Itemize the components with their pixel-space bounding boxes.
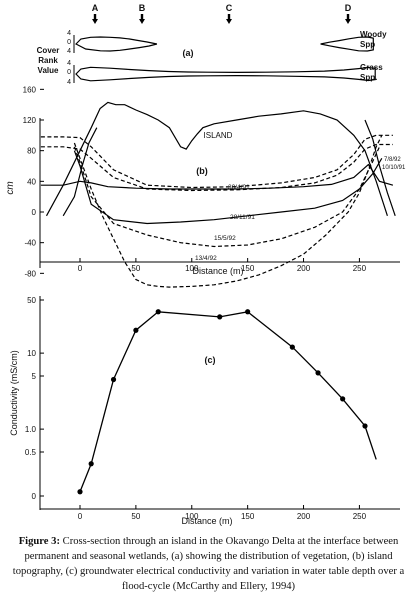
conductivity-point-0: [77, 489, 83, 495]
conductivity-point-4: [155, 309, 161, 315]
woody-tick-mid: 0: [67, 39, 71, 46]
panel-c-xtick-label-5: 250: [353, 512, 367, 521]
marker-arrow-head-c: [226, 19, 232, 24]
panel-b-line-6: [73, 135, 383, 288]
panel-c-xtick-label-3: 150: [241, 512, 255, 521]
panel-b-xtick-label-4: 200: [297, 264, 311, 273]
panel-b-xtick-label-3: 150: [241, 264, 255, 273]
conductivity-point-5: [217, 314, 223, 320]
panel-b-series-label-0: ISLAND: [204, 131, 233, 140]
panel-b-ground-edge-0: [62, 127, 98, 217]
panel-b-line-4: [73, 150, 383, 225]
conductivity-point-1: [88, 461, 94, 467]
panel-c-ytick-label-5: 0: [32, 492, 37, 501]
woody-label-1: Woody: [360, 30, 387, 39]
figure-caption: Figure 3: Cross-section through an islan…: [6, 534, 411, 594]
panel-a-label: (a): [183, 48, 194, 58]
caption-text: Cross-section through an island in the O…: [12, 536, 405, 592]
conductivity-point-7: [289, 344, 295, 350]
cover-label-1: Cover: [37, 46, 60, 55]
conductivity-line: [79, 311, 377, 492]
grass-label-2: Spp.: [360, 73, 377, 82]
panel-b-line-0: [45, 101, 388, 217]
panel-b-series-label-4: 28/11/91: [230, 214, 255, 221]
panel-b-xtick-label-2: 100: [185, 264, 199, 273]
conductivity-point-8: [315, 370, 321, 376]
panel-b-xtick-label-5: 250: [353, 264, 367, 273]
panel-c-xtick-label-2: 100: [185, 512, 199, 521]
panel-b-ylabel: cm: [5, 181, 16, 194]
woody-tick-top: 4: [67, 30, 71, 37]
marker-arrow-head-b: [139, 19, 145, 24]
woody-tick-bot: 4: [67, 48, 71, 55]
panel-b-ytick-label-3: 40: [27, 177, 36, 186]
woody-label-2: Spp: [360, 40, 375, 49]
panel-b-ytick-label-1: 120: [23, 116, 37, 125]
panel-c-xtick-label-0: 0: [78, 512, 83, 521]
marker-label-c: C: [226, 3, 233, 13]
panel-b-xtick-label-0: 0: [78, 264, 83, 273]
panel-b-series-label-1: 7/8/92: [384, 157, 401, 163]
panel-c-xtick-label-1: 50: [131, 512, 140, 521]
panel-b-series-label-2: 10/10/91: [382, 165, 406, 171]
vegetation-shape-1-0: [75, 66, 376, 82]
vegetation-shape-0-1: [320, 36, 374, 52]
conductivity-point-6: [245, 309, 251, 315]
panel-c-label: (c): [205, 355, 216, 365]
panel-b-series-label-6: 13/4/92: [195, 255, 217, 262]
panel-b-series-label-3: 30/4/91: [228, 184, 250, 191]
panel-c-ytick-label-1: 10: [27, 349, 36, 358]
grass-tick-bot: 4: [67, 79, 71, 86]
cover-label-3: Value: [38, 66, 59, 75]
panel-b-series-label-5: 15/5/92: [214, 235, 236, 242]
panel-c-ytick-label-0: 50: [27, 296, 36, 305]
panel-b-label: (b): [196, 166, 208, 176]
marker-label-d: D: [345, 3, 352, 13]
grass-tick-mid: 0: [67, 69, 71, 76]
marker-arrow-head-a: [92, 19, 98, 24]
panel-c-ytick-label-2: 5: [32, 372, 37, 381]
conductivity-point-3: [133, 327, 139, 333]
panel-b-line-2: [40, 143, 393, 192]
panel-b-line-1: [40, 134, 393, 189]
panel-b-ground-edge-1: [364, 119, 396, 216]
panel-b-line-3: [40, 163, 394, 190]
cover-label-2: Rank: [38, 56, 58, 65]
panel-c-xlabel: Distance (m): [181, 516, 232, 526]
marker-label-a: A: [92, 3, 99, 13]
vegetation-shape-0-0: [75, 36, 158, 52]
conductivity-point-2: [110, 376, 117, 383]
conductivity-point-9: [340, 396, 346, 402]
grass-tick-top: 4: [67, 60, 71, 67]
marker-arrow-head-d: [345, 19, 351, 24]
panel-b-ytick-label-5: -40: [24, 239, 36, 248]
panel-b-ytick-label-6: -80: [24, 269, 36, 278]
marker-label-b: B: [139, 3, 146, 13]
panel-c-ytick-label-4: 0.5: [25, 448, 37, 457]
figure-number: Figure 3:: [18, 536, 60, 547]
panel-b-ytick-label-0: 160: [23, 85, 37, 94]
conductivity-point-10: [362, 423, 368, 429]
panel-b-line-5: [73, 146, 381, 248]
panel-b-xtick-label-1: 50: [131, 264, 140, 273]
panel-c-ytick-label-3: 1.0: [25, 425, 37, 434]
panel-c-ylabel: Conductivity (mS/cm): [9, 350, 19, 436]
panel-c-xtick-label-4: 200: [297, 512, 311, 521]
panel-b-xlabel: Distance (m): [192, 266, 243, 276]
panel-b-ytick-label-4: 0: [32, 208, 37, 217]
panel-b-ytick-label-2: 80: [27, 147, 36, 156]
